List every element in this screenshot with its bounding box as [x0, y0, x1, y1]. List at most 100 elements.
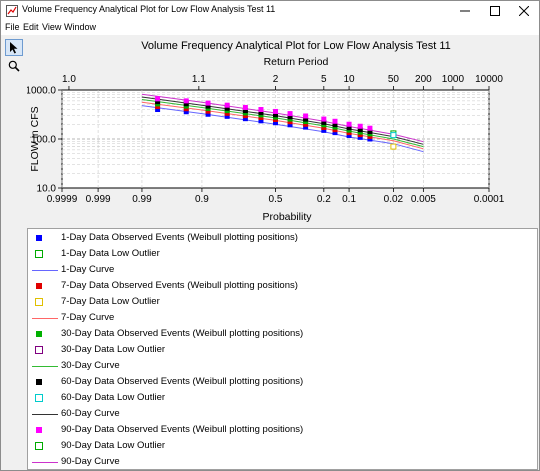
observed-point	[287, 119, 293, 125]
menu-bar: File Edit View Window	[1, 21, 539, 35]
legend-label: 90-Day Curve	[61, 456, 120, 467]
legend-label: 90-Day Data Observed Events (Weibull plo…	[61, 424, 304, 435]
observed-point	[258, 118, 264, 124]
observed-point	[346, 125, 352, 131]
top-tick-label: 200	[415, 74, 432, 85]
legend-label: 1-Day Data Low Outlier	[61, 248, 160, 259]
observed-point	[258, 106, 264, 112]
legend-item[interactable]: 60-Day Data Low Outlier	[28, 390, 537, 406]
legend-item[interactable]: 30-Day Data Low Outlier	[28, 342, 537, 358]
top-tick-label: 2	[273, 74, 279, 85]
legend-label: 60-Day Data Low Outlier	[61, 392, 166, 403]
chart-title: Volume Frequency Analytical Plot for Low…	[141, 40, 451, 52]
legend-label: 30-Day Data Observed Events (Weibull plo…	[61, 328, 304, 339]
observed-point	[258, 110, 264, 116]
observed-point	[155, 99, 161, 105]
observed-point	[332, 130, 338, 136]
top-tick-label: 1.0	[62, 74, 76, 85]
legend-label: 90-Day Data Low Outlier	[61, 440, 166, 451]
maximize-icon	[490, 6, 500, 16]
observed-point	[287, 122, 293, 128]
legend-label: 7-Day Curve	[61, 312, 115, 323]
legend-square-swatch	[36, 283, 42, 289]
legend-square-swatch	[36, 331, 42, 337]
menu-edit[interactable]: Edit	[23, 22, 39, 32]
legend-square-swatch	[36, 235, 42, 241]
legend-hollow-square-swatch	[35, 298, 43, 306]
pointer-tool-button[interactable]	[5, 39, 23, 56]
observed-point	[273, 112, 278, 118]
close-button[interactable]	[509, 1, 539, 21]
observed-point	[321, 116, 327, 122]
x-tick-label: 0.999	[86, 194, 111, 205]
title-bar: Volume Frequency Analytical Plot for Low…	[1, 1, 539, 21]
maximize-button[interactable]	[480, 1, 510, 21]
legend-item[interactable]: 90-Day Data Observed Events (Weibull plo…	[28, 422, 537, 438]
zoom-tool-button[interactable]	[5, 57, 23, 74]
legend-label: 60-Day Curve	[61, 408, 120, 419]
close-icon	[519, 6, 529, 16]
observed-point	[321, 127, 327, 133]
observed-point	[224, 102, 230, 108]
y-tick-label: 100.0	[31, 135, 56, 146]
legend-item[interactable]: 1-Day Data Low Outlier	[28, 246, 537, 262]
observed-point	[332, 122, 338, 128]
y-axis-label: FLOW in CFS	[29, 106, 41, 171]
legend-item[interactable]: 60-Day Curve	[28, 406, 537, 422]
top-tick-label: 1000	[442, 74, 465, 85]
legend-item[interactable]: 90-Day Data Low Outlier	[28, 438, 537, 454]
legend-item[interactable]: 1-Day Curve	[28, 262, 537, 278]
observed-point	[205, 108, 211, 114]
legend-item[interactable]: 1-Day Data Observed Events (Weibull plot…	[28, 230, 537, 246]
legend-item[interactable]: 60-Day Data Observed Events (Weibull plo…	[28, 374, 537, 390]
observed-point	[155, 104, 161, 110]
observed-point	[183, 101, 189, 107]
legend-hollow-square-swatch	[35, 442, 43, 450]
legend-panel[interactable]: 1-Day Data Observed Events (Weibull plot…	[27, 228, 538, 470]
x-tick-label: 0.005	[411, 194, 436, 205]
x-tick-label: 0.02	[384, 194, 404, 205]
observed-point	[287, 114, 293, 120]
frequency-chart[interactable]: Volume Frequency Analytical Plot for Low…	[25, 37, 538, 226]
legend-item[interactable]: 90-Day Curve	[28, 454, 537, 470]
observed-point	[367, 129, 373, 135]
observed-point	[224, 113, 230, 119]
top-tick-label: 10	[344, 74, 356, 85]
legend-hollow-square-swatch	[35, 250, 43, 258]
observed-point	[242, 104, 248, 110]
observed-point	[205, 100, 211, 106]
legend-item[interactable]: 7-Day Curve	[28, 310, 537, 326]
legend-item[interactable]: 30-Day Data Observed Events (Weibull plo…	[28, 326, 537, 342]
menu-view[interactable]: View	[42, 22, 62, 32]
observed-point	[183, 109, 189, 115]
legend-label: 30-Day Curve	[61, 360, 120, 371]
observed-point	[321, 124, 327, 130]
minimize-button[interactable]	[450, 1, 480, 21]
legend-item[interactable]: 7-Day Data Low Outlier	[28, 294, 537, 310]
observed-point	[155, 106, 161, 112]
observed-point	[242, 113, 248, 119]
x-tick-label: 0.9999	[47, 194, 78, 205]
minimize-icon	[460, 10, 470, 12]
observed-point	[303, 124, 309, 130]
observed-point	[357, 127, 363, 133]
legend-label: 1-Day Curve	[61, 264, 115, 275]
menu-window[interactable]: Window	[64, 22, 97, 32]
observed-point	[205, 111, 211, 117]
legend-label: 7-Day Data Observed Events (Weibull plot…	[61, 280, 298, 291]
observed-point	[183, 106, 189, 112]
legend-label: 60-Day Data Observed Events (Weibull plo…	[61, 376, 304, 387]
legend-hollow-square-swatch	[35, 394, 43, 402]
legend-item[interactable]: 30-Day Curve	[28, 358, 537, 374]
observed-point	[258, 114, 264, 120]
legend-item[interactable]: 7-Day Data Observed Events (Weibull plot…	[28, 278, 537, 294]
legend-label: 30-Day Data Low Outlier	[61, 344, 166, 355]
legend-line-swatch	[32, 270, 58, 271]
menu-file[interactable]: File	[5, 22, 20, 32]
legend-label: 7-Day Data Low Outlier	[61, 296, 160, 307]
x-tick-label: 0.5	[269, 194, 283, 205]
observed-point	[287, 111, 293, 117]
top-tick-label: 10000	[475, 74, 503, 85]
tool-bar	[3, 37, 23, 471]
observed-point	[242, 116, 248, 122]
